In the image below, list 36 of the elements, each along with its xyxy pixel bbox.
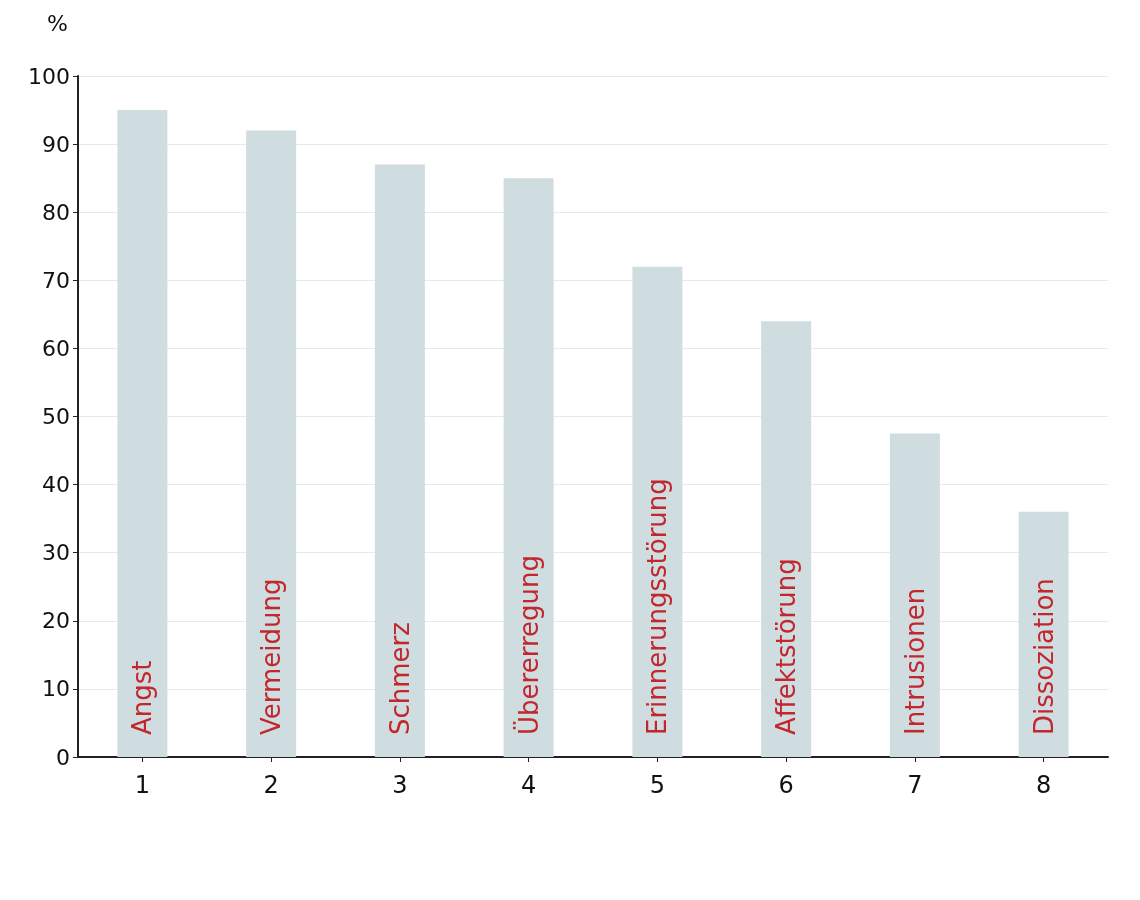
x-tick-label: 8 [1035,771,1052,799]
bar [117,110,168,757]
y-tick-label: 60 [42,335,70,361]
x-tick-label: 1 [134,771,151,799]
annotation: Vermeidung [256,578,287,735]
bar [632,266,683,757]
y-axis-title: % [47,10,68,36]
bar [503,178,554,757]
annotation: Dissoziation [1028,578,1059,735]
x-tick-label: 3 [392,771,408,799]
y-tick-label: 30 [42,540,70,566]
x-tick-label: 7 [907,771,923,799]
y-tick-label: 70 [42,267,70,293]
y-tick-label: 80 [42,199,70,225]
y-tick-label: 0 [56,744,70,770]
x-tick-label: 4 [520,771,537,799]
annotation: Schmerz [384,622,415,735]
y-tick-label: 40 [42,472,70,498]
x-tick-label: 2 [263,771,279,799]
bar [761,321,812,757]
y-tick-label: 50 [42,404,70,429]
bar [374,164,425,757]
x-tick-label: 5 [649,771,666,799]
annotation: Intrusionen [899,587,930,735]
annotation: Affektstörung [771,558,802,735]
y-tick-label: 90 [42,131,70,157]
bar [889,433,940,757]
bar [1018,511,1069,757]
annotation: Übererregung [512,555,544,735]
x-tick-label: 6 [778,771,794,799]
y-tick-label: 100 [28,63,70,89]
y-tick-label: 20 [42,608,70,634]
bar [246,130,297,757]
y-tick-label: 10 [42,676,70,702]
annotation: Erinnerungsstörung [642,478,673,735]
annotation: Angst [127,660,158,735]
